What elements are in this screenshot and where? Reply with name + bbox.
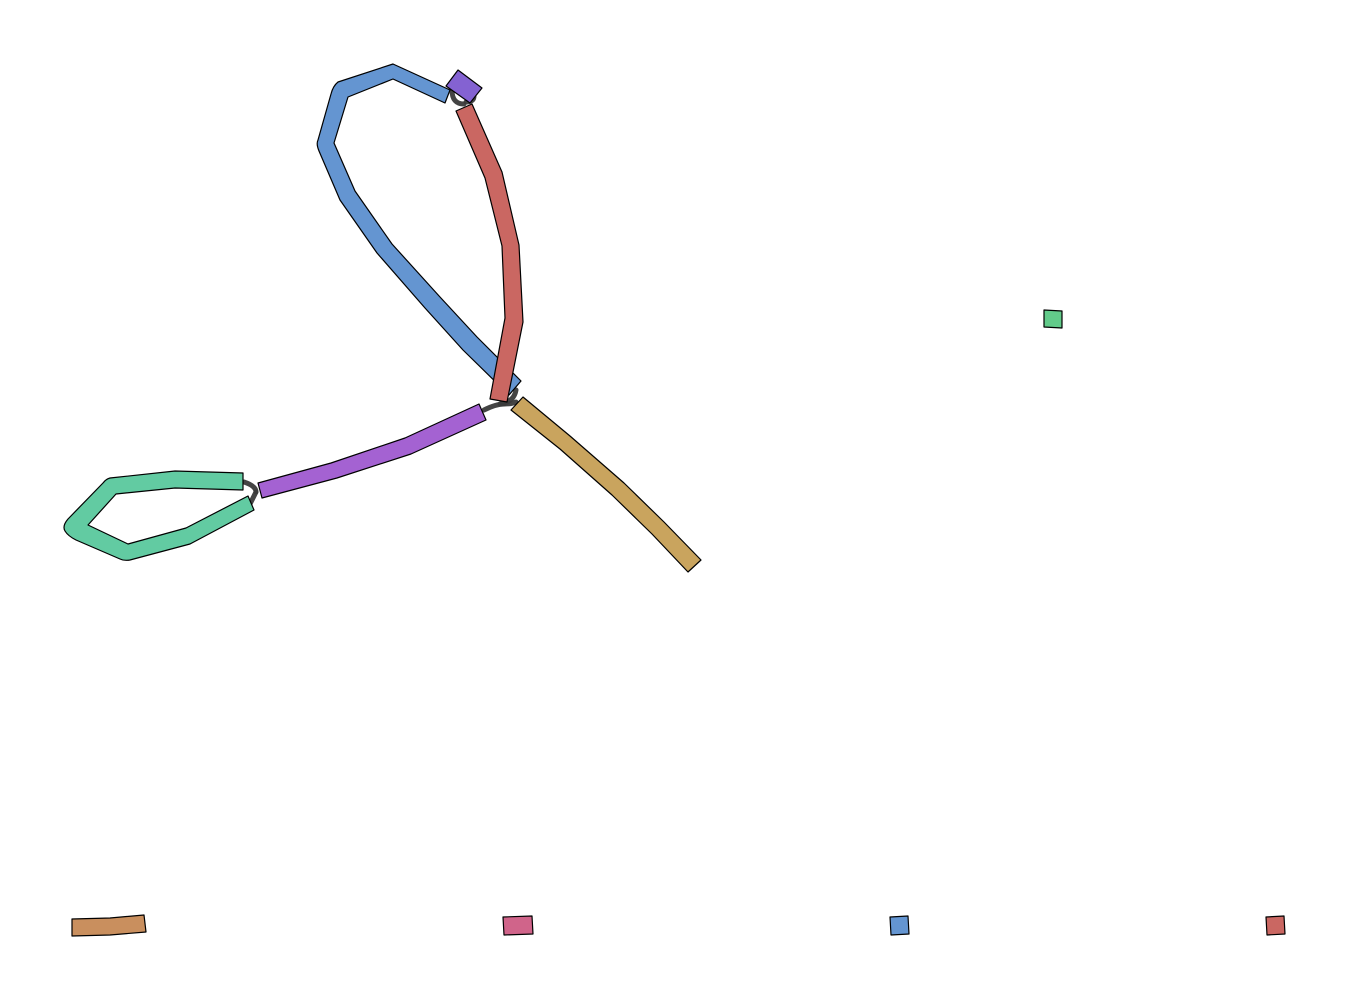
segment-small-red xyxy=(1265,915,1286,936)
segment-small-blue xyxy=(889,915,910,936)
segment-orange xyxy=(71,914,147,937)
segment-violet xyxy=(445,69,483,104)
segment-purple xyxy=(257,403,487,499)
segment-small-green xyxy=(1043,309,1063,329)
segment-red xyxy=(455,103,524,403)
segment-blue-loop xyxy=(316,63,522,396)
segment-tan xyxy=(510,396,702,573)
link-red-purple xyxy=(481,401,507,413)
link-red-tan xyxy=(501,399,519,407)
segment-pink xyxy=(502,915,534,936)
link-blue-violet xyxy=(449,87,467,107)
segment-green-loop xyxy=(63,470,255,561)
